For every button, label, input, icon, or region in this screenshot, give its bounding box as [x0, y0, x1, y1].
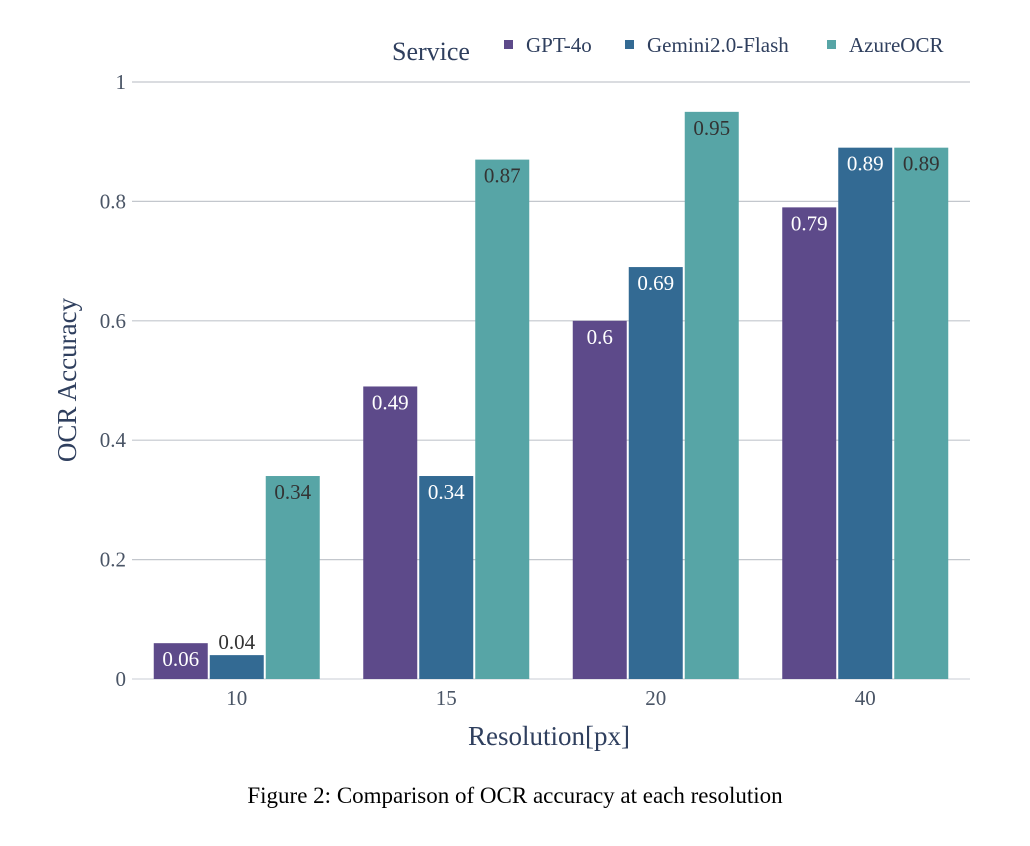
y-tick-label: 0.2	[100, 548, 126, 572]
y-tick-label: 0.4	[100, 428, 127, 452]
x-axis-title: Resolution[px]	[468, 721, 630, 751]
bar	[419, 476, 474, 679]
bar	[782, 207, 837, 679]
bar-value-label: 0.04	[218, 630, 255, 654]
bar-value-label: 0.49	[372, 390, 409, 414]
legend-label-gemini-2-0-flash: Gemini2.0-Flash	[647, 33, 789, 57]
bar	[894, 147, 949, 680]
x-tick-label: 20	[645, 686, 666, 710]
bar-value-label: 0.69	[637, 271, 674, 295]
y-tick-label: 1	[116, 70, 127, 94]
legend-label-gpt-4o: GPT-4o	[526, 33, 592, 57]
legend: Service GPT-4o Gemini2.0-Flash AzureOCR	[392, 33, 943, 66]
bar-value-label: 0.79	[791, 211, 828, 235]
bar-value-label: 0.95	[693, 116, 730, 140]
x-tick-label: 15	[436, 686, 457, 710]
bar	[153, 643, 208, 679]
bar	[363, 386, 418, 679]
bar-value-label: 0.89	[903, 152, 940, 176]
bar-value-label: 0.34	[428, 480, 465, 504]
bar-value-label: 0.6	[587, 325, 613, 349]
legend-title: Service	[392, 37, 470, 66]
figure-caption: Figure 2: Comparison of OCR accuracy at …	[247, 783, 783, 808]
bar	[572, 320, 627, 679]
bar-value-label: 0.06	[162, 647, 199, 671]
bar	[628, 267, 683, 679]
bar	[684, 111, 739, 680]
bar	[209, 655, 264, 679]
legend-swatch-gpt-4o	[504, 40, 513, 49]
bar-value-labels: 0.06 0.04 0.34 0.49 0.34 0.87 0.6 0.69 0.95 0.79 0…	[162, 116, 939, 671]
y-tick-label: 0	[116, 667, 127, 691]
x-tick-label: 40	[855, 686, 876, 710]
y-tick-labels: 0 0.2 0.4 0.6 0.8 1	[100, 70, 127, 691]
legend-swatch-azureocr	[827, 40, 836, 49]
bar-value-label: 0.87	[484, 164, 521, 188]
bar	[265, 476, 320, 679]
y-tick-label: 0.8	[100, 189, 126, 213]
bar-value-label: 0.34	[274, 480, 311, 504]
y-tick-label: 0.6	[100, 309, 126, 333]
x-tick-labels: 10 15 20 40	[226, 686, 876, 710]
bar	[475, 159, 530, 680]
x-tick-label: 10	[226, 686, 247, 710]
legend-label-azureocr: AzureOCR	[849, 33, 943, 57]
bar	[838, 147, 893, 680]
legend-swatch-gemini-2-0-flash	[625, 40, 634, 49]
bar-value-label: 0.89	[847, 152, 884, 176]
bars	[153, 111, 949, 680]
y-axis-title: OCR Accuracy	[52, 297, 82, 462]
